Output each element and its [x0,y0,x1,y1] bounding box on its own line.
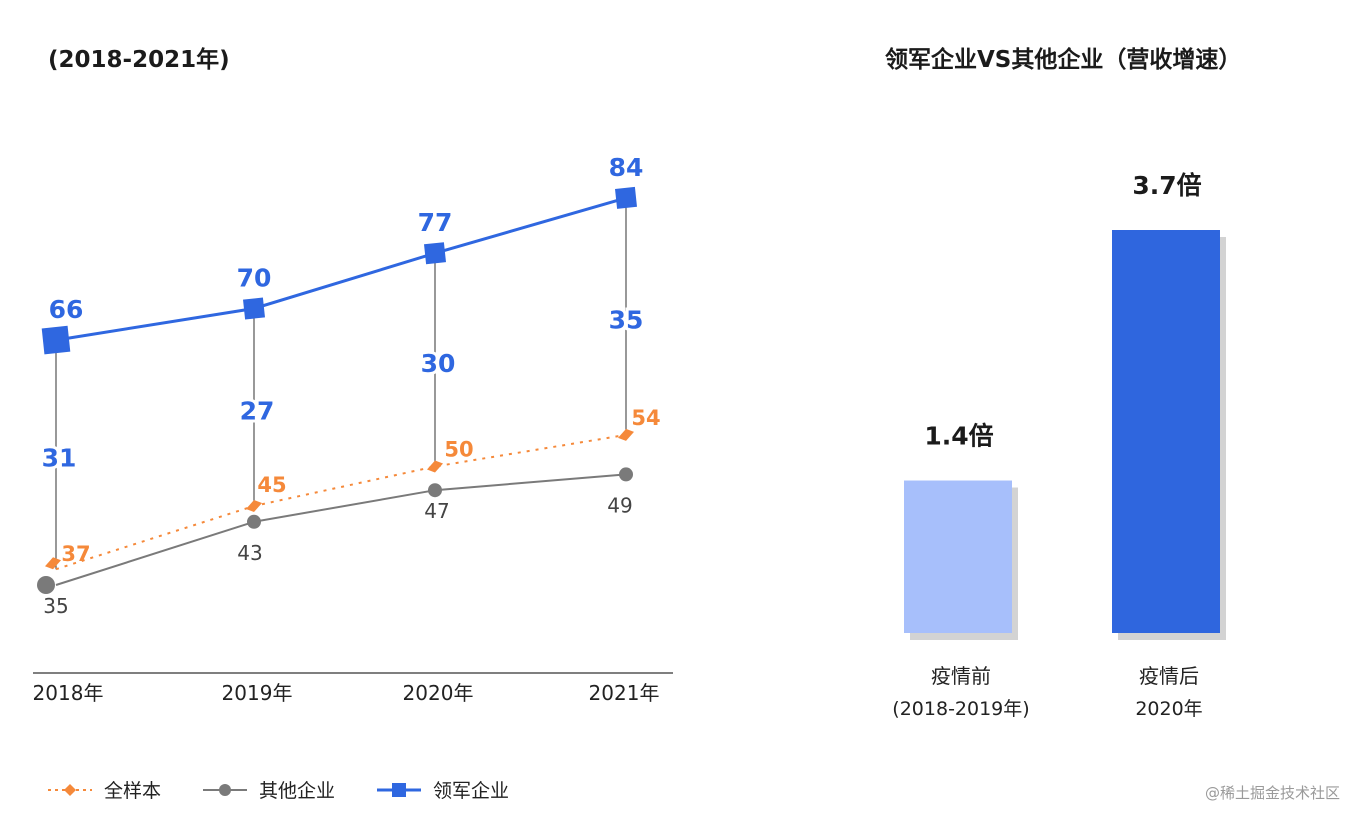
legend-leaders-marker [377,782,422,797]
leaders-point-2 [243,297,265,320]
leaders-point-1 [41,325,71,355]
leaders-value-label-4: 84 [609,153,644,182]
leaders-value-label-1: 66 [49,295,84,324]
bar-value-label-2: 3.7倍 [1132,171,1201,200]
all-point-2 [246,500,262,512]
leaders-point-4 [615,186,637,209]
x-tick-label-1: 2018年 [33,681,104,705]
all-value-label-2: 45 [257,473,286,497]
x-tick-label-4: 2021年 [589,681,660,705]
legend-others-label: 其他企业 [259,780,336,802]
bar-category-label-2: 疫情后 [1139,664,1199,688]
all-point-1 [45,557,61,570]
others-point-1 [37,576,55,594]
series-leaders-line [55,196,627,342]
others-value-label-2: 43 [237,541,262,565]
others-point-4 [619,467,633,482]
watermark: @稀土掘金技术社区 [1204,784,1340,802]
others-point-3 [428,483,442,498]
gap-value-label-3: 30 [421,349,456,378]
leaders-point-3 [424,242,446,265]
x-tick-label-2: 2019年 [222,681,293,705]
bar-1 [904,480,1012,633]
leaders-value-label-3: 77 [418,208,453,237]
legend-all-label: 全样本 [104,780,162,802]
left-chart-title: (2018-2021年) [48,47,230,73]
bar-2 [1112,230,1220,633]
legend-item-all: 全样本 [46,776,161,803]
series-others-line [55,473,627,586]
legend-all-marker [48,783,92,796]
all-value-label-1: 37 [61,542,90,566]
legend: 全样本 其他企业 领军企业 [46,776,549,803]
x-tick-label-3: 2020年 [403,681,474,705]
all-point-4 [618,428,634,441]
others-value-label-1: 35 [43,594,68,618]
legend-leaders-label: 领军企业 [433,780,510,802]
series-all-line [55,433,627,571]
others-value-label-3: 47 [424,499,449,523]
all-value-label-4: 54 [631,406,660,430]
gap-value-label-4: 35 [609,305,644,334]
bar-sublabel-2: 2020年 [1135,698,1202,720]
legend-item-leaders: 领军企业 [375,776,509,803]
all-point-3 [427,460,443,473]
gap-value-label-2: 27 [240,396,275,425]
gap-value-label-1: 31 [42,444,77,473]
others-value-label-4: 49 [607,493,632,517]
bar-value-label-1: 1.4倍 [924,422,993,451]
legend-others-marker [203,783,248,796]
all-value-label-3: 50 [444,438,473,462]
legend-item-others: 其他企业 [201,776,335,803]
leaders-value-label-2: 70 [237,264,272,293]
right-chart-title: 领军企业VS其他企业（营收增速） [885,47,1242,73]
bar-category-label-1: 疫情前 [931,664,991,688]
others-point-2 [247,514,261,529]
bar-sublabel-1: (2018-2019年) [892,698,1029,720]
